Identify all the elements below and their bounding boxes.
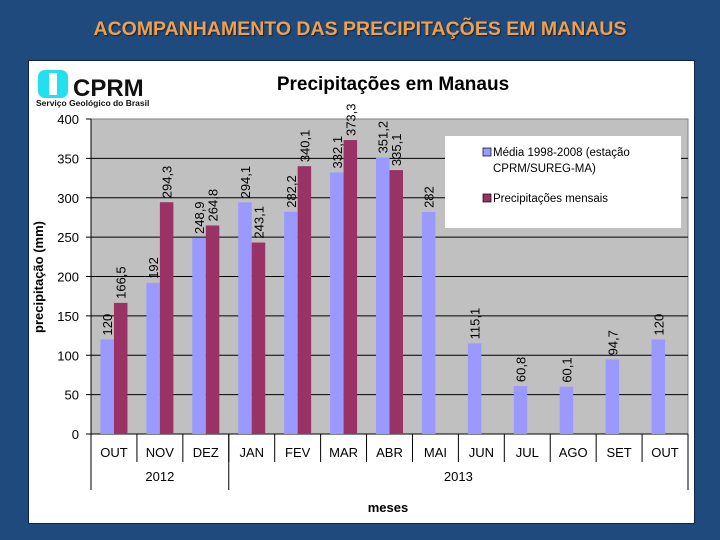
legend-swatch-media (482, 147, 492, 157)
data-label: 373,3 (343, 103, 358, 136)
cprm-logo-icon (49, 73, 57, 95)
x-tick-label: OUT (100, 445, 128, 460)
bar-mensal (389, 170, 403, 434)
data-label: 340,1 (297, 130, 312, 163)
bar-mensal (113, 302, 128, 434)
bar-media (146, 282, 160, 434)
data-label: 294,1 (238, 166, 253, 199)
data-label: 243,1 (251, 206, 266, 239)
chart-title: Precipitações em Manaus (277, 74, 509, 95)
y-tick-label: 50 (65, 388, 79, 403)
data-label: 120 (100, 314, 115, 336)
logo-subtitle: Serviço Geológico do Brasil (36, 98, 149, 108)
y-tick-label: 400 (57, 112, 79, 127)
data-label: 282 (422, 186, 437, 208)
x-axis-title: meses (368, 500, 408, 515)
y-tick-label: 0 (72, 427, 79, 442)
x-tick-label: NOV (146, 445, 175, 460)
x-tick-label: JUN (469, 445, 494, 460)
bar-media (467, 343, 482, 434)
data-label: 282,2 (284, 175, 299, 208)
y-tick-label: 150 (57, 309, 79, 324)
bar-media (284, 211, 298, 434)
x-tick-label: FEV (285, 445, 311, 460)
bar-media (651, 339, 666, 434)
data-label: 60,1 (559, 357, 574, 382)
legend-label-mensal: Precipitações mensais (493, 193, 608, 205)
bar-media (559, 386, 574, 434)
data-label: 332,1 (330, 136, 345, 169)
data-label: 115,1 (468, 308, 483, 340)
x-tick-label: MAI (424, 445, 447, 460)
data-label: 94,7 (605, 330, 620, 355)
legend-label-media: Média 1998-2008 (estação (493, 147, 630, 159)
x-tick-label: ABR (376, 445, 403, 460)
bar-media (192, 237, 206, 434)
x-tick-label: MAR (329, 445, 358, 460)
slide-title: ACOMPANHAMENTO DAS PRECIPITAÇÕES EM MANA… (93, 18, 627, 40)
y-tick-label: 300 (57, 191, 79, 206)
data-label: 248,9 (192, 201, 207, 234)
x-tick-label: JAN (239, 445, 264, 460)
y-tick-label: 200 (57, 270, 79, 285)
legend-label-media: CPRM/SUREG-MA) (493, 163, 596, 175)
y-tick-label: 350 (57, 151, 79, 166)
bar-media (238, 202, 252, 434)
bar-mensal (343, 140, 358, 434)
bar-mensal (297, 166, 312, 434)
data-label: 60,8 (514, 357, 529, 382)
bar-media (513, 386, 528, 434)
y-tick-label: 250 (57, 230, 79, 245)
data-label: 351,2 (376, 121, 391, 154)
data-label: 166,5 (114, 266, 129, 299)
bar-mensal (205, 225, 220, 434)
bar-media (330, 172, 344, 434)
data-label: 294,3 (160, 166, 175, 199)
x-tick-label: SET (606, 445, 631, 460)
bar-mensal (251, 242, 266, 434)
bar-media (605, 359, 620, 434)
group-label: 2012 (145, 469, 174, 484)
legend-swatch-mensal (482, 193, 492, 203)
data-label: 192 (146, 257, 161, 279)
bar-media (376, 157, 390, 434)
logo-name: CPRM (73, 75, 144, 102)
data-label: 120 (651, 314, 666, 336)
data-label: 335,1 (389, 134, 404, 167)
bar-media (421, 211, 436, 434)
x-tick-label: OUT (651, 445, 679, 460)
x-tick-label: AGO (559, 445, 588, 460)
bar-media (100, 339, 114, 434)
x-tick-label: DEZ (193, 445, 219, 460)
bar-mensal (159, 202, 174, 434)
x-tick-label: JUL (516, 445, 539, 460)
data-label: 264,8 (206, 189, 221, 222)
y-tick-label: 100 (57, 348, 79, 363)
y-axis-title: precipitação (mm) (31, 221, 46, 333)
group-label: 2013 (444, 469, 473, 484)
